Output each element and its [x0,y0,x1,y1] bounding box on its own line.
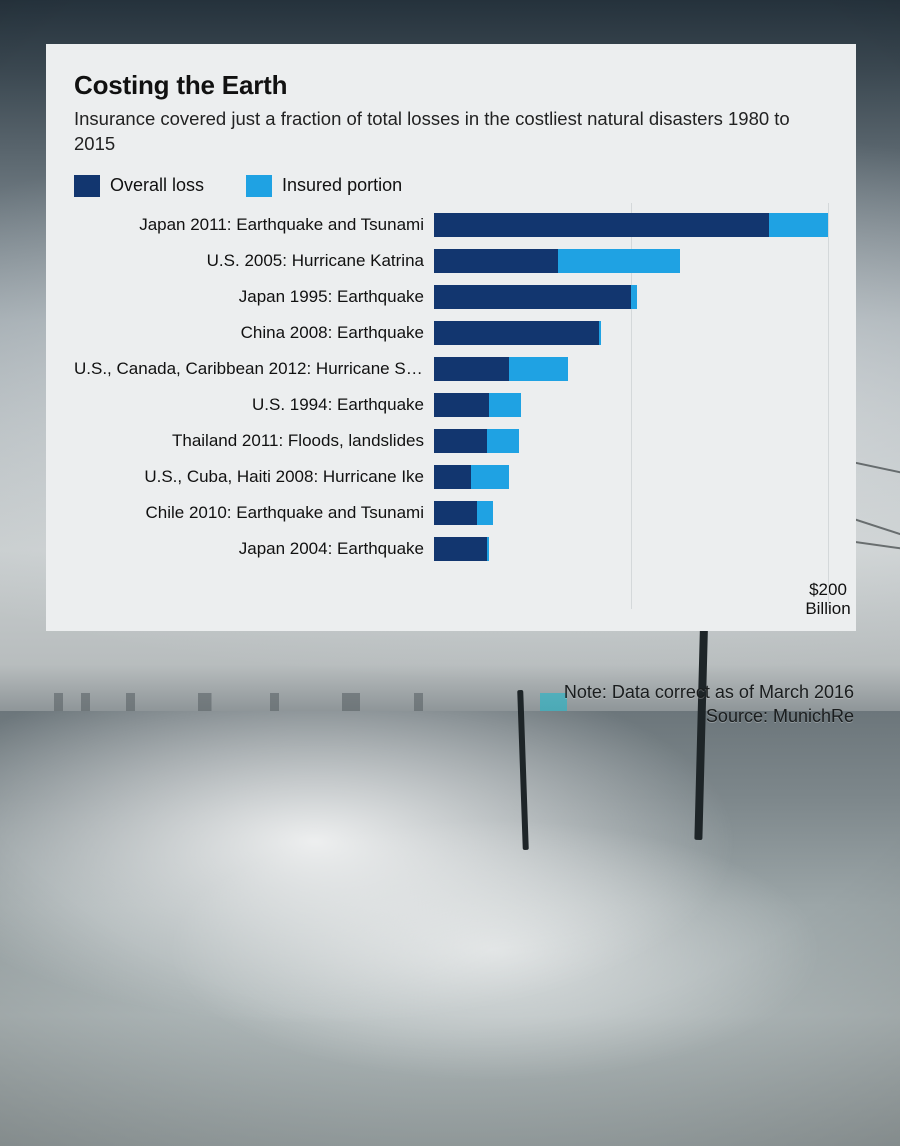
bar-segment-overall [434,357,509,381]
legend-overall: Overall loss [74,175,204,197]
x-axis-max-label: $200 Billion [805,580,850,619]
bar-label: Japan 2011: Earthquake and Tsunami [74,215,434,235]
legend-swatch-overall [74,175,100,197]
bar-segment-overall [434,465,471,489]
bar-label: U.S. 2005: Hurricane Katrina [74,251,434,271]
bar-segment-insured [487,537,489,561]
bar-track [434,213,828,237]
bar-segment-overall [434,393,489,417]
bar-row: Thailand 2011: Floods, landslides [74,423,828,459]
bar-label: U.S., Canada, Caribbean 2012: Hurricane … [74,359,434,379]
bar-label: U.S. 1994: Earthquake [74,395,434,415]
legend-insured: Insured portion [246,175,402,197]
bar-row: U.S. 1994: Earthquake [74,387,828,423]
bar-segment-insured [477,501,493,525]
bar-segment-insured [487,429,519,453]
bar-row: Chile 2010: Earthquake and Tsunami [74,495,828,531]
bar-label: Japan 1995: Earthquake [74,287,434,307]
bar-track [434,249,828,273]
footnote-note: Note: Data correct as of March 2016 [564,680,854,704]
bar-segment-insured [471,465,508,489]
x-axis-max-value: $200 [805,580,850,600]
legend-swatch-insured [246,175,272,197]
bar-row: U.S. 2005: Hurricane Katrina [74,243,828,279]
bar-track [434,357,828,381]
bar-segment-insured [509,357,568,381]
chart-panel: Costing the Earth Insurance covered just… [46,44,856,631]
bar-segment-overall [434,501,477,525]
chart-subtitle: Insurance covered just a fraction of tot… [74,107,814,157]
bar-segment-overall [434,429,487,453]
bar-segment-insured [599,321,601,345]
bar-segment-insured [489,393,521,417]
bar-track [434,501,828,525]
bar-label: Thailand 2011: Floods, landslides [74,431,434,451]
bar-track [434,285,828,309]
bar-segment-overall [434,285,631,309]
bar-row: Japan 1995: Earthquake [74,279,828,315]
bar-track [434,465,828,489]
footnote-source: Source: MunichRe [564,704,854,728]
bar-label: Chile 2010: Earthquake and Tsunami [74,503,434,523]
bar-segment-overall [434,537,487,561]
bar-row: China 2008: Earthquake [74,315,828,351]
bar-chart: $200 Billion Japan 2011: Earthquake and … [74,207,828,567]
bar-row: Japan 2011: Earthquake and Tsunami [74,207,828,243]
bar-row: Japan 2004: Earthquake [74,531,828,567]
x-axis-max-unit: Billion [805,599,850,619]
bar-label: Japan 2004: Earthquake [74,539,434,559]
chart-title: Costing the Earth [74,70,828,101]
legend: Overall loss Insured portion [74,175,828,197]
bar-segment-insured [558,249,680,273]
bar-track [434,321,828,345]
bar-segment-overall [434,249,558,273]
bar-row: U.S., Canada, Caribbean 2012: Hurricane … [74,351,828,387]
bar-track [434,537,828,561]
bar-label: China 2008: Earthquake [74,323,434,343]
bar-label: U.S., Cuba, Haiti 2008: Hurricane Ike [74,467,434,487]
bar-track [434,429,828,453]
gridline [828,203,829,609]
legend-label-overall: Overall loss [110,175,204,196]
bar-segment-insured [631,285,637,309]
bar-segment-overall [434,321,599,345]
bar-segment-overall [434,213,769,237]
bar-segment-insured [769,213,828,237]
footnotes: Note: Data correct as of March 2016 Sour… [564,680,854,729]
bar-track [434,393,828,417]
bar-row: U.S., Cuba, Haiti 2008: Hurricane Ike [74,459,828,495]
legend-label-insured: Insured portion [282,175,402,196]
